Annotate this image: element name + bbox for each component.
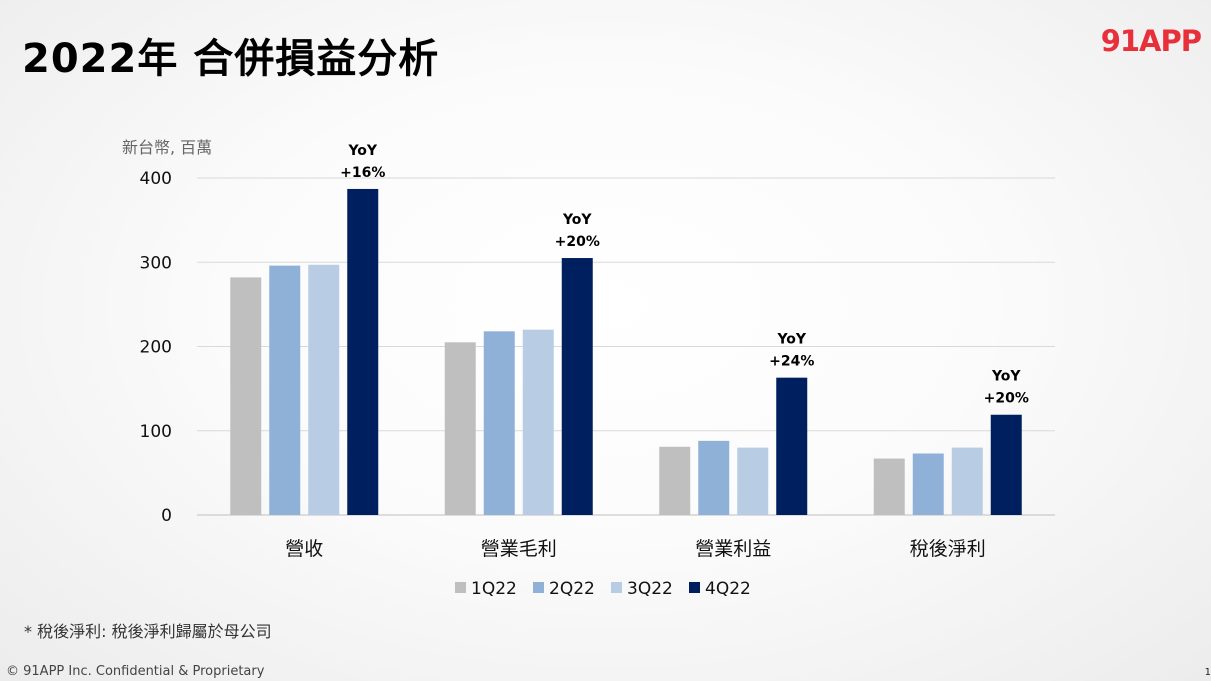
legend-label: 3Q22 (627, 579, 673, 599)
y-axis: 0 100 200 300 400 (140, 169, 172, 526)
y-tick-label: 400 (140, 169, 172, 189)
bars (230, 188, 1022, 515)
legend: 1Q22 2Q22 3Q22 4Q22 (455, 579, 751, 599)
bar-1q22 (230, 277, 262, 515)
bar-4q22 (776, 377, 808, 515)
yoy-label: YoY (562, 212, 592, 228)
yoy-value: +24% (769, 354, 814, 370)
bar-2q22 (269, 265, 301, 515)
x-category-label: 營業毛利 (481, 538, 557, 560)
bar-4q22 (561, 258, 593, 515)
x-category-label: 營收 (285, 538, 323, 560)
bar-2q22 (912, 453, 944, 515)
y-tick-label: 0 (161, 506, 172, 526)
footnote: * 稅後淨利: 稅後淨利歸屬於母公司 (24, 622, 272, 641)
legend-label: 4Q22 (705, 579, 751, 599)
bar-3q22 (522, 329, 554, 515)
yoy-label: YoY (991, 369, 1021, 385)
bar-1q22 (659, 446, 691, 515)
gridlines (197, 177, 1055, 516)
legend-swatch (689, 582, 700, 593)
company-logo: 91APP (1100, 24, 1202, 58)
yoy-annotations: YoY +16% YoY +20% YoY +24% YoY +20% (340, 143, 1029, 407)
bar-3q22 (308, 264, 340, 515)
legend-swatch (455, 582, 466, 593)
y-tick-label: 100 (140, 422, 172, 442)
bar-3q22 (737, 447, 769, 515)
legend-swatch (611, 582, 622, 593)
legend-label: 1Q22 (471, 579, 517, 599)
x-category-label: 稅後淨利 (910, 538, 986, 560)
y-tick-label: 200 (140, 338, 172, 358)
yoy-label: YoY (347, 143, 377, 159)
y-tick-label: 300 (140, 253, 172, 273)
x-axis: 營收 營業毛利 營業利益 稅後淨利 (285, 538, 986, 560)
copyright: © 91APP Inc. Confidential & Proprietary (6, 664, 265, 679)
page-title: 2022年 合併損益分析 (22, 36, 440, 82)
bar-1q22 (444, 342, 476, 515)
bar-3q22 (951, 447, 983, 515)
x-category-label: 營業利益 (695, 538, 771, 560)
legend-label: 2Q22 (549, 579, 595, 599)
yoy-value: +20% (555, 234, 600, 250)
bar-2q22 (698, 440, 730, 515)
yoy-value: +16% (340, 165, 385, 181)
yoy-value: +20% (984, 391, 1029, 407)
bar-4q22 (990, 414, 1022, 515)
bar-4q22 (347, 188, 379, 515)
bar-1q22 (873, 458, 905, 515)
page-number: 1 (1204, 667, 1211, 678)
bar-2q22 (483, 331, 515, 515)
legend-swatch (533, 582, 544, 593)
unit-label: 新台幣, 百萬 (122, 138, 213, 157)
yoy-label: YoY (776, 332, 806, 348)
